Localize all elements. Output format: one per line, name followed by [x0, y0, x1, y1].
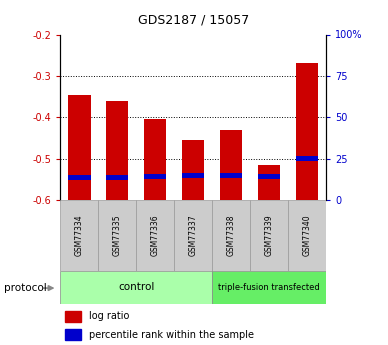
Bar	[98, 200, 136, 271]
Text: GSM77335: GSM77335	[113, 215, 121, 256]
Bar	[68, 175, 90, 180]
Bar	[68, 95, 90, 200]
Bar	[258, 174, 281, 179]
Bar	[250, 200, 288, 271]
Bar	[106, 175, 128, 180]
Text: triple-fusion transfected: triple-fusion transfected	[218, 283, 320, 292]
Bar	[212, 200, 250, 271]
Bar	[296, 156, 318, 161]
Bar	[66, 329, 81, 340]
Text: GSM77334: GSM77334	[74, 215, 84, 256]
Bar	[174, 200, 212, 271]
Bar	[106, 101, 128, 200]
Text: GSM77338: GSM77338	[227, 215, 236, 256]
Bar	[66, 311, 81, 322]
Bar	[220, 130, 242, 200]
Text: GDS2187 / 15057: GDS2187 / 15057	[139, 14, 249, 27]
Bar	[296, 63, 318, 200]
Text: GSM77337: GSM77337	[189, 215, 197, 256]
Bar	[144, 174, 166, 179]
Bar	[144, 119, 166, 200]
Text: control: control	[118, 282, 154, 292]
Bar	[258, 165, 281, 200]
Text: log ratio: log ratio	[89, 312, 130, 322]
Bar	[288, 200, 326, 271]
Bar	[60, 271, 212, 304]
Text: protocol: protocol	[4, 283, 47, 293]
Bar	[220, 173, 242, 178]
Bar	[212, 271, 326, 304]
Bar	[60, 200, 98, 271]
Bar	[182, 140, 204, 200]
Bar	[182, 173, 204, 178]
Text: GSM77336: GSM77336	[151, 215, 159, 256]
Text: GSM77339: GSM77339	[265, 215, 274, 256]
Text: percentile rank within the sample: percentile rank within the sample	[89, 330, 255, 340]
Text: GSM77340: GSM77340	[302, 215, 312, 256]
Bar	[136, 200, 174, 271]
